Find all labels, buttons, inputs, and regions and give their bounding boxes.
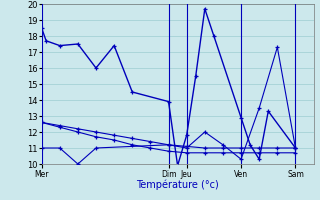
- X-axis label: Température (°c): Température (°c): [136, 180, 219, 190]
